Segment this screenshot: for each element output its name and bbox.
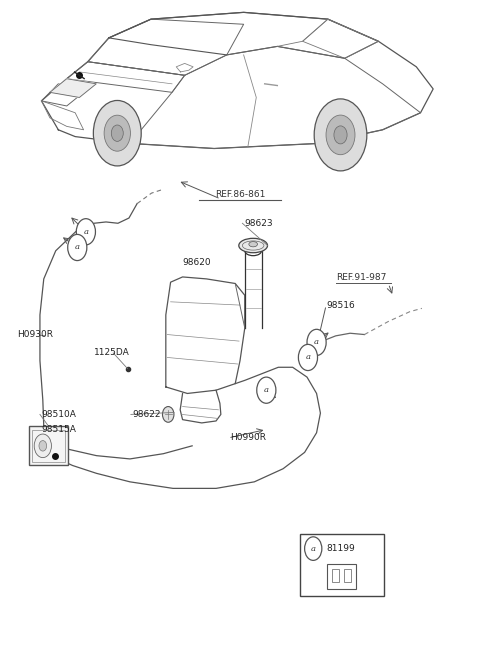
Circle shape: [104, 115, 131, 151]
Circle shape: [162, 407, 174, 422]
Text: 98620: 98620: [182, 258, 211, 267]
Circle shape: [307, 329, 326, 356]
Circle shape: [334, 126, 347, 144]
Text: 98516: 98516: [326, 300, 355, 310]
Text: a: a: [311, 544, 316, 552]
Circle shape: [305, 537, 322, 560]
Circle shape: [68, 234, 87, 260]
Bar: [300, 534, 384, 596]
Circle shape: [257, 377, 276, 403]
Circle shape: [326, 115, 355, 155]
Circle shape: [34, 434, 51, 458]
Text: 98510A: 98510A: [41, 410, 76, 419]
Circle shape: [93, 100, 141, 166]
Circle shape: [39, 441, 47, 451]
Bar: [32, 430, 65, 462]
Text: a: a: [75, 243, 80, 251]
Bar: [311, 344, 316, 353]
Text: 81199: 81199: [326, 544, 355, 553]
Circle shape: [299, 344, 318, 371]
Text: H0930R: H0930R: [17, 330, 53, 339]
Bar: [344, 569, 351, 582]
Circle shape: [314, 99, 367, 171]
Text: 98623: 98623: [245, 218, 274, 228]
Text: 98622: 98622: [132, 410, 161, 419]
Bar: [327, 564, 356, 588]
Circle shape: [111, 125, 123, 142]
Text: 1125DA: 1125DA: [94, 348, 130, 358]
Text: a: a: [314, 338, 319, 346]
Ellipse shape: [239, 238, 267, 253]
Text: REF.86-861: REF.86-861: [215, 190, 265, 199]
Polygon shape: [50, 79, 96, 98]
Text: H0990R: H0990R: [230, 434, 266, 443]
Text: a: a: [305, 354, 311, 361]
Text: 98515A: 98515A: [41, 425, 76, 434]
Text: a: a: [84, 228, 88, 236]
Bar: [29, 426, 68, 466]
Circle shape: [76, 218, 96, 245]
Bar: [332, 569, 339, 582]
Ellipse shape: [249, 241, 257, 247]
Text: a: a: [264, 386, 269, 394]
Text: REF.91-987: REF.91-987: [336, 273, 386, 282]
